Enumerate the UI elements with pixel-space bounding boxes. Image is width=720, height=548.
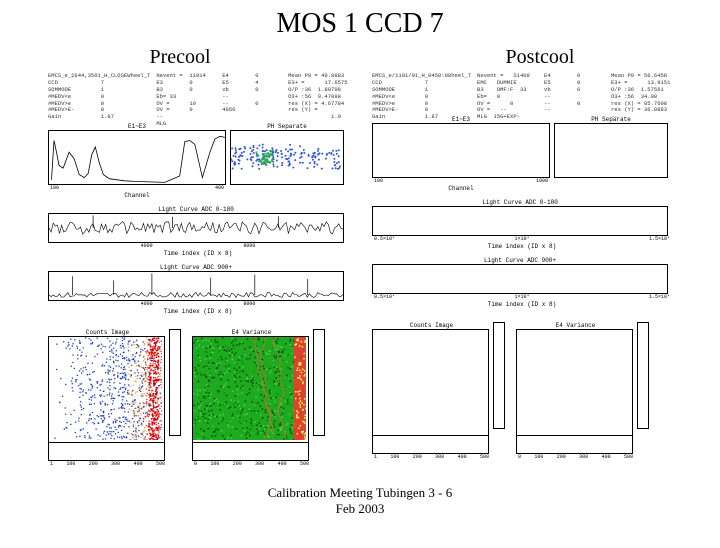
meta-col: Mean P0 = 56.6458 E3+ = 13.9151 O/P :36 …	[611, 73, 672, 121]
precool-panel: EMCS_e_2644,3501_H_CLOSEWheel_T CCD 7 SO…	[48, 73, 348, 467]
meta-c2: E3 0 B3 0 Eb= 33 OV = 10 OV = 0 -- MLG	[156, 79, 196, 127]
postcool-label: Postcool	[360, 46, 720, 69]
colorbar	[637, 322, 649, 429]
postcool-panel: EMCS_e/1101/01_H_0450:08heel_T CCD 7 SOM…	[372, 73, 672, 467]
meta-c1: CCD 7 SOMMODE 1 #MEDV<e 0 #MEDV>e 0 #MED…	[48, 79, 114, 120]
chart-title: PH Separate	[591, 116, 631, 123]
xticks: 0.5×10⁴1×10⁴1.5×10⁴	[372, 294, 672, 300]
hm-footer	[48, 442, 165, 461]
chart-title: Light Curve ADC 900+	[484, 257, 556, 264]
meta-col: E4 0 E5 4 vb 0 -- -- 0 4056	[222, 73, 282, 128]
colorbar	[493, 322, 505, 429]
chart-title: Light Curve ADC 0-180	[482, 199, 558, 206]
page-title: MOS 1 CCD 7	[0, 8, 720, 40]
xlabel: Channel	[48, 192, 226, 199]
xlabel: Time index (ID x 8)	[48, 250, 348, 257]
chart-title: Light Curve ADC 900+	[160, 264, 232, 271]
panels-row: EMCS_e_2644,3501_H_CLOSEWheel_T CCD 7 SO…	[0, 73, 720, 467]
xticks: 1100200300400500	[48, 461, 167, 467]
precool-counts	[48, 336, 165, 443]
chart-title: Counts Image	[48, 329, 167, 336]
xlabel: Time index (ID x 8)	[48, 308, 348, 315]
xticks: 40008000	[48, 243, 348, 249]
postcool-counts	[372, 329, 489, 436]
hm-footer	[516, 435, 633, 454]
xticks: 0.5×10⁴1×10⁴1.5×10⁴	[372, 236, 672, 242]
colorbar	[313, 329, 325, 436]
precool-e4var	[192, 336, 309, 443]
precool-hm-row: Counts Image 1100200300400500 E4 Varianc…	[48, 329, 348, 467]
postcool-hm-row: Counts Image 1100200300400500 E4 Varianc…	[372, 322, 672, 460]
xlabel: Channel	[372, 185, 550, 192]
precool-spectrum: E1~E3	[48, 130, 226, 185]
footer-line2: Feb 2003	[0, 501, 720, 517]
precool-label: Precool	[0, 46, 360, 69]
xticks: 0100200300400500	[192, 461, 311, 467]
postcool-meta: EMCS_e/1101/01_H_0450:08heel_T CCD 7 SOM…	[372, 73, 672, 121]
xticks: 0100200300400500	[516, 454, 635, 460]
precool-meta: EMCS_e_2644,3501_H_CLOSEWheel_T CCD 7 SO…	[48, 73, 348, 128]
chart-title: PH Separate	[267, 123, 307, 130]
postcool-lc1: Light Curve ADC 0-180	[372, 206, 668, 236]
footer: Calibration Meeting Tubingen 3 - 6 Feb 2…	[0, 485, 720, 517]
hm-footer	[372, 435, 489, 454]
chart-title: E4 Variance	[192, 329, 311, 336]
postcool-spectrum: E1~E3	[372, 123, 550, 178]
precool-phscatter: PH Separate	[230, 130, 344, 185]
precool-lc2: Light Curve ADC 900+	[48, 271, 344, 301]
footer-line1: Calibration Meeting Tubingen 3 - 6	[0, 485, 720, 501]
postcool-phscatter: PH Separate	[554, 123, 668, 178]
postcool-lc2: Light Curve ADC 900+	[372, 264, 668, 294]
chart-title: Light Curve ADC 0-180	[158, 206, 234, 213]
meta-col: EMCS_e/1101/01_H_0450:08heel_T CCD 7 SOM…	[372, 73, 471, 121]
chart-title: E1~E3	[452, 116, 470, 123]
meta-c1: CCD 7 SOMMODE 1 #MEDV<e 0 #MEDV>e 0 #MED…	[372, 79, 438, 120]
meta-col: Mean P0 = 49.8883 E3+ = 17.6575 O/P :36 …	[288, 73, 348, 128]
xticks: 1001000	[372, 178, 550, 184]
xticks: 1100200300400500	[372, 454, 491, 460]
meta-col: Nevent = S1409 EMC DUMMIE B3 DMF:F 33 Eb…	[477, 73, 538, 121]
xlabel: Time index (ID x 8)	[372, 243, 672, 250]
xticks: 100400	[48, 185, 226, 191]
chart-title: E4 Variance	[516, 322, 635, 329]
precool-lc1: Light Curve ADC 0-180	[48, 213, 344, 243]
postcool-e4var	[516, 329, 633, 436]
xlabel: Time index (ID x 8)	[372, 301, 672, 308]
meta-col: E4 0 E5 0 vb 6 -- -- 0 --	[544, 73, 605, 121]
chart-title: E1~E3	[128, 123, 146, 130]
chart-title: Counts Image	[372, 322, 491, 329]
meta-col: Nevent = 11914 E3 0 B3 0 Eb= 33 OV = 10 …	[156, 73, 216, 128]
xticks: 40008000	[48, 301, 348, 307]
colorbar	[169, 329, 181, 436]
meta-c2: EMC DUMMIE B3 DMF:F 33 Eb= 0 OV = 0 OV =…	[477, 79, 527, 120]
hm-footer	[192, 442, 309, 461]
meta-col: EMCS_e_2644,3501_H_CLOSEWheel_T CCD 7 SO…	[48, 73, 150, 128]
